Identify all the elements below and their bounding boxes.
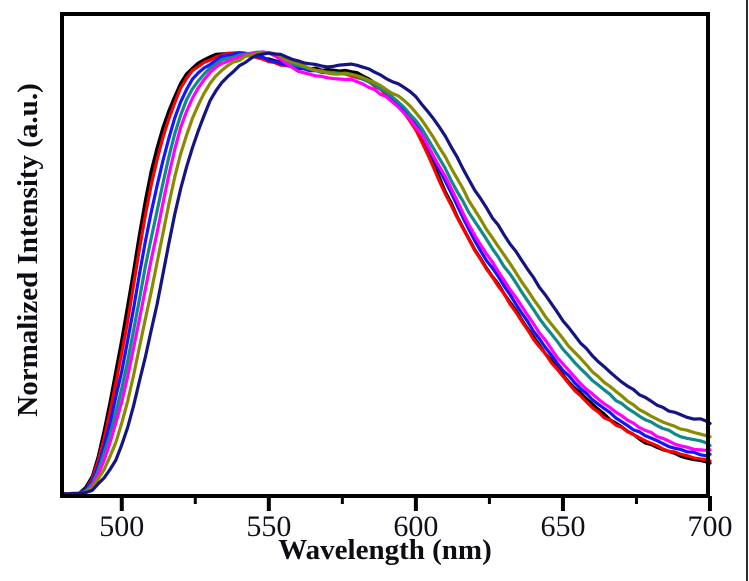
x-tick-label: 600	[393, 510, 438, 543]
spectrum-curve-spectrum-6-darkyellow	[61, 51, 712, 496]
y-axis-label: Normalized Intensity (a.u.)	[12, 83, 44, 417]
x-tick-label: 500	[99, 510, 144, 543]
spectrum-curve-spectrum-2-red	[61, 51, 712, 496]
x-tick-label: 700	[688, 510, 733, 543]
spectrum-curve-spectrum-3-blue	[61, 51, 712, 496]
x-tick-label: 550	[246, 510, 291, 543]
spectrum-curve-spectrum-1-black	[61, 51, 712, 496]
spectrum-curve-spectrum-4-darkcyan	[61, 50, 712, 496]
plot-frame	[60, 12, 710, 498]
spectrum-curve-spectrum-5-magenta	[61, 50, 712, 496]
spectrum-curve-spectrum-7-navy	[61, 51, 712, 496]
page-border-right-line	[746, 0, 748, 581]
x-axis-label: Wavelength (nm)	[278, 534, 492, 566]
x-tick-label: 650	[540, 510, 585, 543]
